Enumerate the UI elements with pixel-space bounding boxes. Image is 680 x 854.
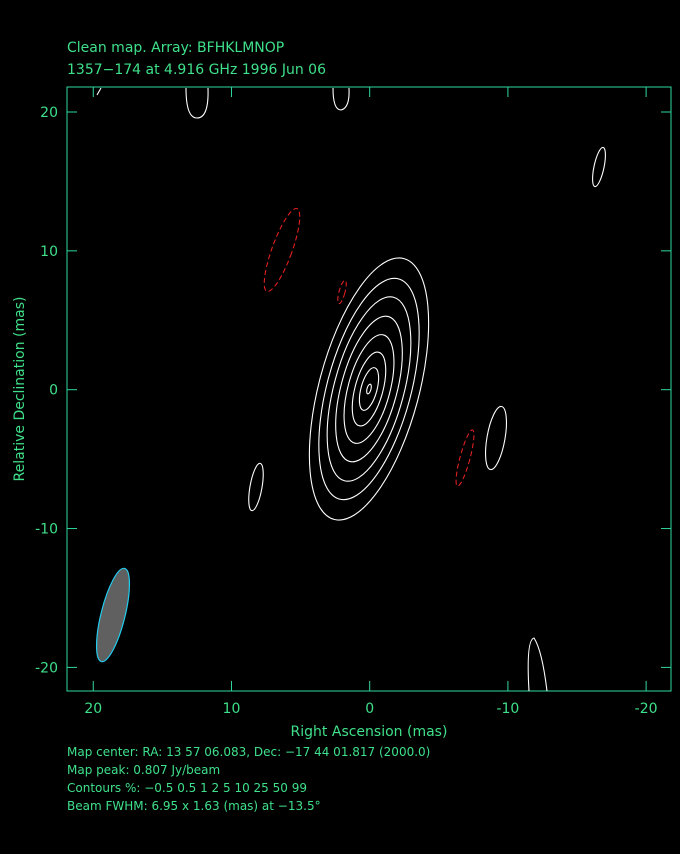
annotation: Map peak: 0.807 Jy/beam: [67, 763, 220, 777]
y-tick-label: 20: [40, 105, 58, 121]
x-tick-label: -10: [496, 701, 519, 717]
x-tick-label: 10: [223, 701, 241, 717]
x-axis-label: Right Ascension (mas): [291, 724, 448, 740]
y-tick-label: 10: [40, 244, 58, 260]
y-axis-label: Relative Declination (mas): [12, 297, 28, 482]
x-tick-label: 20: [84, 701, 102, 717]
y-tick-label: -20: [35, 660, 58, 676]
annotation: Map center: RA: 13 57 06.083, Dec: −17 4…: [67, 745, 430, 759]
plot-frame: [66, 86, 672, 692]
x-tick-label: 0: [365, 701, 374, 717]
beam: [95, 567, 131, 663]
annotation: Beam FWHM: 6.95 x 1.63 (mas) at −13.5°: [67, 799, 321, 813]
y-tick-label: 0: [49, 383, 58, 399]
chart-title: Clean map. Array: BFHKLMNOP: [67, 40, 284, 56]
contours: [96, 87, 606, 692]
y-tick-label: -10: [35, 522, 58, 538]
chart-subtitle: 1357−174 at 4.916 GHz 1996 Jun 06: [67, 62, 326, 78]
x-tick-label: -20: [635, 701, 658, 717]
annotation: Contours %: −0.5 0.5 1 2 5 10 25 50 99: [67, 781, 307, 795]
